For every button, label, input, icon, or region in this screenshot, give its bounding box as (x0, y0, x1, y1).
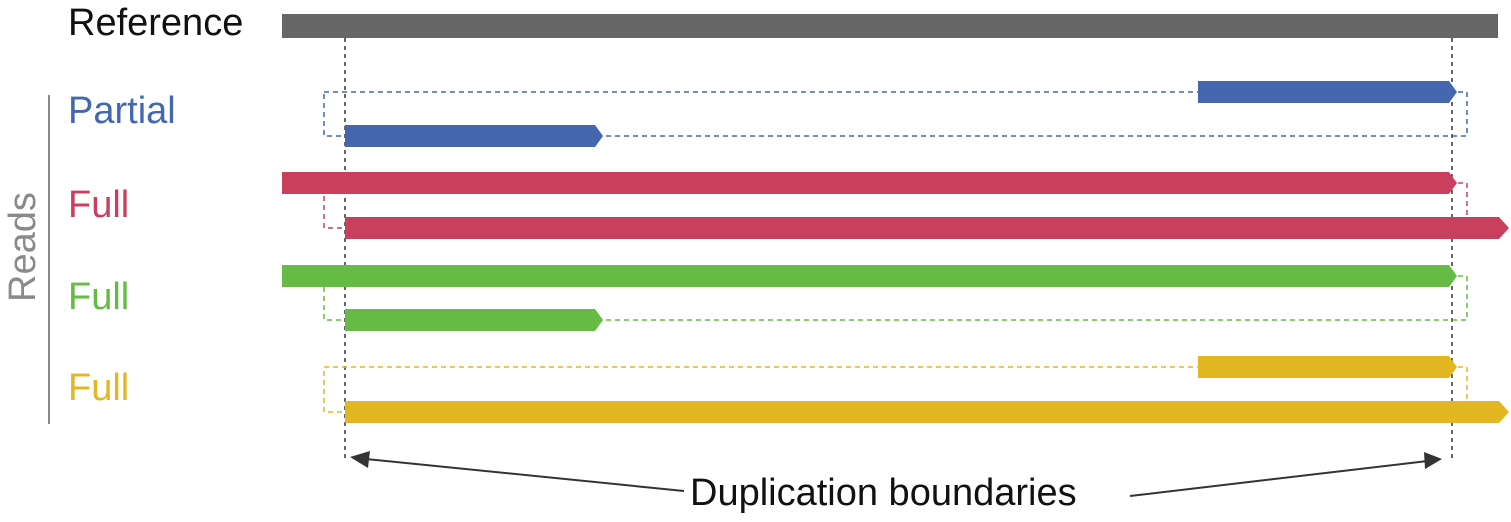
left-arrowhead (350, 451, 370, 468)
right-arrowhead (1424, 452, 1442, 469)
read-upper-bar (282, 265, 1457, 287)
boundary-arrows (350, 451, 1442, 497)
read-group-full-red (282, 172, 1509, 239)
duplication-boundaries-label: Duplication boundaries (690, 472, 1077, 514)
read-dashed-outline (323, 275, 1468, 321)
read-lower-bar (345, 401, 1509, 423)
right-arrow (1129, 459, 1437, 497)
read-lower-bar (345, 309, 603, 331)
read-group-label: Full (68, 184, 130, 226)
read-lower-bar (345, 125, 603, 147)
reference-label: Reference (68, 2, 244, 44)
read-group-label: Full (68, 276, 130, 318)
read-dashed-outline (323, 91, 1468, 137)
read-group-full-yellow (323, 356, 1509, 423)
read-group-partial (323, 81, 1468, 147)
reference-bar (282, 14, 1498, 38)
read-upper-bar (282, 172, 1457, 194)
read-lower-bar (345, 217, 1509, 239)
reads-axis-label: Reads (2, 192, 44, 302)
left-arrow (355, 457, 685, 492)
read-group-label: Full (68, 367, 130, 409)
read-group-full-green (282, 265, 1468, 331)
read-group-label: Partial (68, 90, 176, 132)
